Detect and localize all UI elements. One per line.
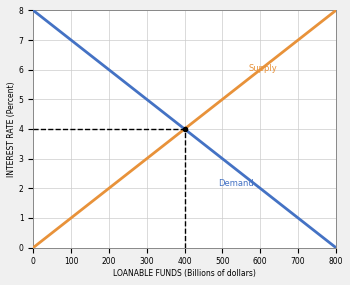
Text: Demand: Demand — [219, 179, 254, 188]
Text: Supply: Supply — [249, 64, 278, 73]
X-axis label: LOANABLE FUNDS (Billions of dollars): LOANABLE FUNDS (Billions of dollars) — [113, 269, 256, 278]
Y-axis label: INTEREST RATE (Percent): INTEREST RATE (Percent) — [7, 81, 16, 177]
